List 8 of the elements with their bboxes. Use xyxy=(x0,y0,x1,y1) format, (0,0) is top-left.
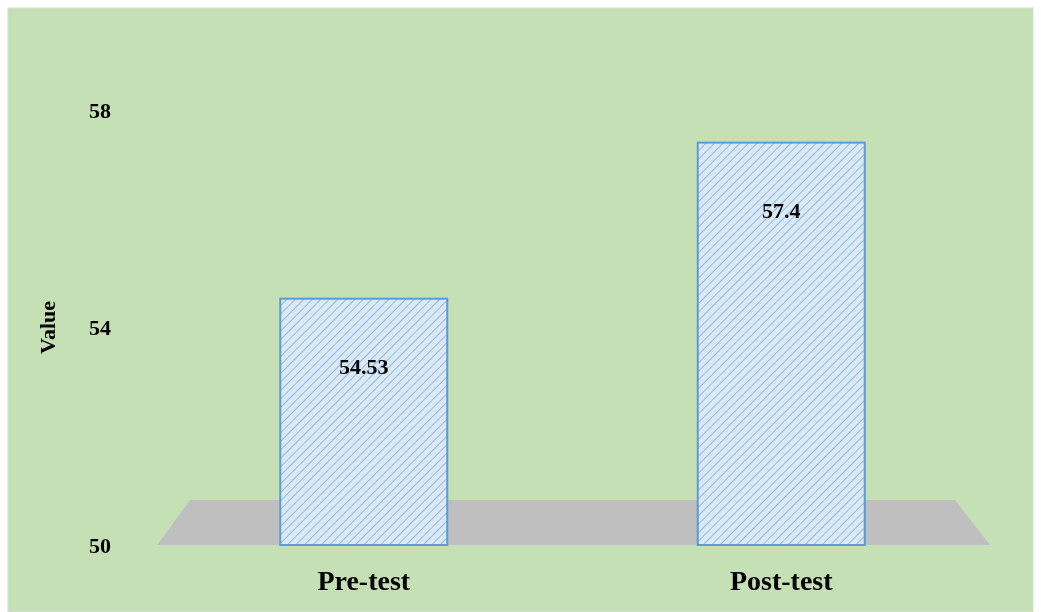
y-tick-label: 54 xyxy=(89,315,111,341)
data-label: 54.53 xyxy=(339,353,389,379)
x-tick-label: Pre-test xyxy=(317,565,411,596)
data-label: 57.4 xyxy=(762,197,801,223)
y-axis-title: Value xyxy=(35,300,60,354)
y-tick-label: 58 xyxy=(89,97,111,123)
y-tick-label: 50 xyxy=(89,532,111,558)
x-tick-label: Post-test xyxy=(729,565,834,596)
